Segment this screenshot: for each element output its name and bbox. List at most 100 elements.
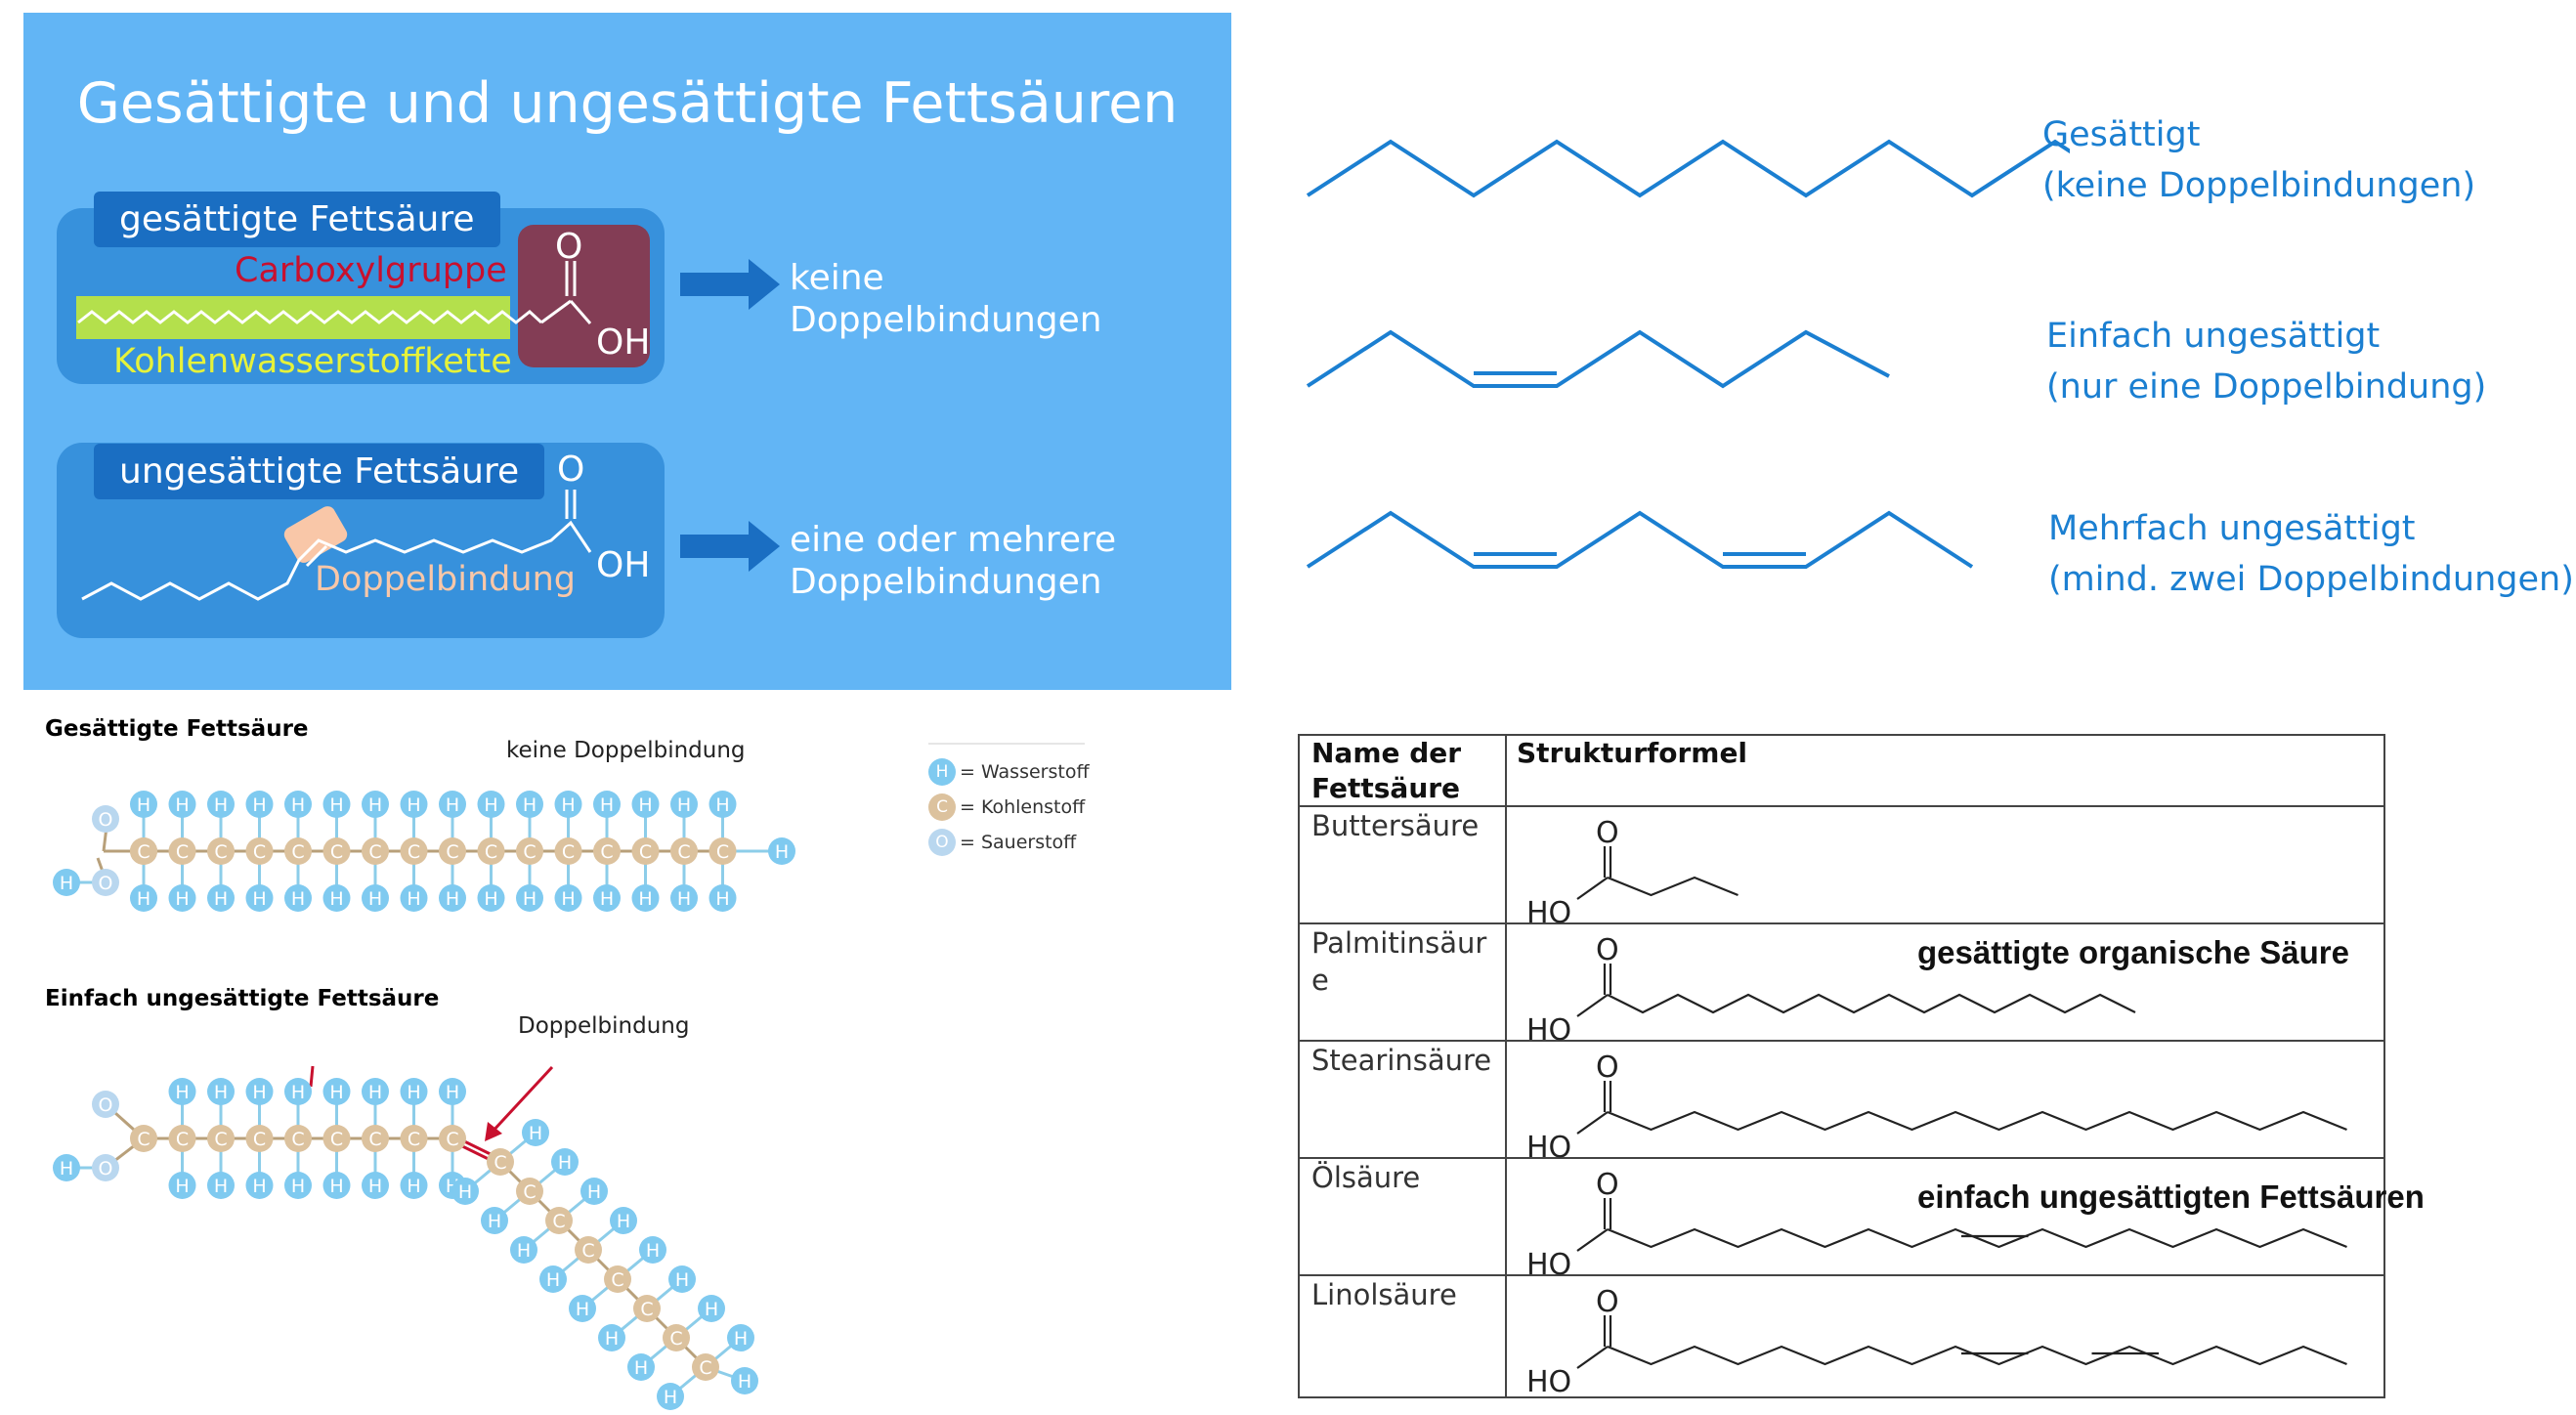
svg-text:H: H [523,888,537,910]
hydrogen-atom: H [168,1078,196,1105]
carbon-atom: C [284,837,312,865]
saturated-result-line2: Doppelbindungen [790,300,1102,340]
hydrogen-atom: H [168,1172,196,1199]
hydrogen-atom: H [708,884,737,912]
svg-text:H: H [175,888,189,910]
svg-text:C: C [176,841,189,863]
hydrogen-atom: H [731,1367,758,1394]
hydrogen-atom: H [551,1148,579,1176]
svg-text:H: H [638,794,652,816]
hydrogen-atom: H [400,1078,428,1105]
oxygen-symbol: O [1596,1051,1619,1085]
svg-text:H: H [291,794,305,816]
svg-text:H: H [775,841,789,863]
saturated-tag: gesättigte Fettsäure [94,192,500,247]
unsaturated-skeleton [81,490,592,601]
svg-text:H: H [252,888,266,910]
oxygen-symbol: O [1596,1168,1619,1202]
svg-text:H: H [576,1299,589,1320]
svg-text:C: C [291,1129,304,1150]
table-header-name-line2: Fettsäure [1311,772,1461,804]
svg-text:H: H [561,794,575,816]
svg-text:C: C [368,841,381,863]
hydrogen-atom: H [439,884,466,912]
saturated-result-line1: keine [790,258,884,298]
carbon-atom: C [545,1207,573,1234]
carbon-atom: C [207,1125,235,1152]
double-bond-arrow [309,1065,315,1088]
hydroxyl-symbol: HO [1526,1131,1571,1165]
carbon-atom: C [168,1125,196,1152]
svg-text:C: C [291,841,304,863]
svg-text:C: C [214,1129,227,1150]
legend-label-oxygen: = Sauerstoff [960,832,1077,853]
hydrogen-atom: H [510,1236,537,1264]
row-name-stearinsaeure: Stearinsäure [1311,1044,1492,1077]
unsaturated-oxygen-label: O [557,450,585,490]
oxygen-atom: O [92,1091,119,1118]
hydrogen-atom: H [284,1078,312,1105]
hydrogen-atom: H [668,1265,696,1293]
svg-text:C: C [176,1129,189,1150]
carbon-atom: C [516,1178,543,1205]
carbon-atom: C [633,1295,661,1322]
svg-text:O: O [99,1158,113,1179]
oxygen-symbol: O [1596,816,1619,850]
hydroxyl-label: OH [596,322,651,363]
mono-sublabel: (nur eine Doppelbindung) [2046,367,2487,407]
hydrogen-atom: H [207,791,235,818]
svg-text:H: H [446,1082,459,1103]
carbon-atom: C [284,1125,312,1152]
hydrogen-atom: H [322,1172,351,1199]
carbon-atom: C [322,1125,351,1152]
hydrogen-atom: H [322,1078,351,1105]
hydrogen-atom: H [610,1207,637,1234]
svg-text:C: C [494,1152,506,1174]
unsaturated-model-heading: Einfach ungesättigte Fettsäure [45,986,440,1011]
oxygen-symbol: O [1596,933,1619,967]
svg-text:H: H [738,1371,751,1393]
svg-text:H: H [646,1240,660,1262]
svg-text:H: H [715,794,729,816]
saturated-sublabel: (keine Doppelbindungen) [2042,166,2476,205]
svg-text:H: H [214,888,228,910]
hydrogen-atom: H [516,884,543,912]
svg-text:H: H [484,794,497,816]
polyunsaturated-chain [1306,510,1974,569]
svg-text:H: H [329,794,343,816]
carbon-atom: C [130,837,157,865]
svg-text:H: H [558,1152,572,1174]
svg-text:H: H [407,1176,420,1197]
hydrogen-atom: H [400,791,428,818]
carbon-atom: C [207,837,235,865]
hydrogen-atom: H [477,791,505,818]
table-row-divider [1298,1274,2383,1276]
hydrogen-atom: H [639,1236,666,1264]
svg-text:C: C [137,841,150,863]
hydrogen-atom: H [477,884,505,912]
svg-text:C: C [640,1299,653,1320]
svg-text:H: H [368,1176,382,1197]
svg-text:C: C [639,841,652,863]
svg-text:H: H [175,1176,189,1197]
carbon-atom: C [692,1353,719,1381]
hydrogen-atom: H [53,869,80,896]
svg-text:H: H [214,1082,228,1103]
oxygen-label: O [555,227,583,267]
hydrogen-atom: H [569,1295,596,1322]
hydrogen-atom: H [362,791,389,818]
hydrogen-atom: H [207,1078,235,1105]
hydrogen-atom: H [284,884,312,912]
hydrogen-atom: H [130,791,157,818]
hydrogen-atom: H [516,791,543,818]
svg-text:C: C [214,841,227,863]
monounsaturated-chain [1306,329,1890,389]
svg-text:H: H [705,1299,718,1320]
hydrogen-atom: H [698,1295,725,1322]
poly-sublabel: (mind. zwei Doppelbindungen) [2048,560,2574,599]
carbon-icon: C [928,793,956,821]
svg-text:H: H [60,873,73,894]
table-column-divider [1505,734,1507,1396]
fatty-acid-table [1298,734,2385,1398]
structure-formula: O HO [1526,1168,2347,1282]
